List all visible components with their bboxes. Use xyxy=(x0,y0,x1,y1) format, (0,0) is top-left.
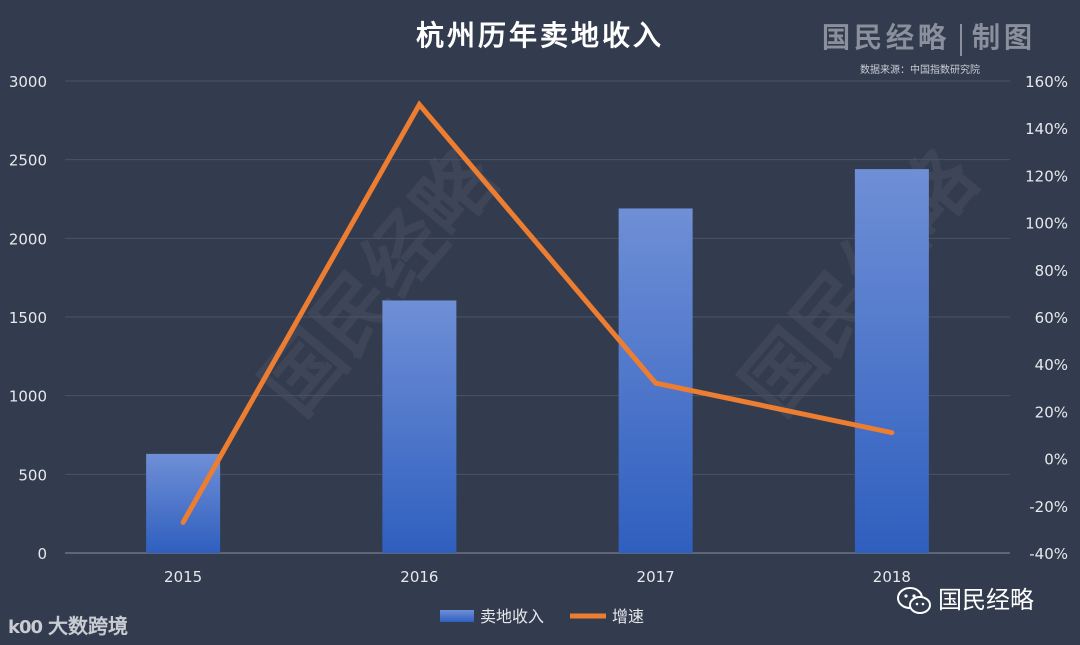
legend-label-bar: 卖地收入 xyxy=(480,607,544,626)
y-left-tick-label: 1500 xyxy=(9,309,47,327)
y-left-tick-label: 500 xyxy=(18,466,47,484)
growth-line xyxy=(180,100,895,525)
y-right-tick-label: 20% xyxy=(1035,403,1068,421)
y-right-tick-label: -40% xyxy=(1029,545,1068,563)
x-tick-label: 2015 xyxy=(164,568,202,586)
y-right-tick-label: 120% xyxy=(1025,167,1068,185)
bar-2015 xyxy=(146,453,221,553)
legend-label-line: 增速 xyxy=(612,607,644,626)
y-left-tick-label: 0 xyxy=(37,545,47,563)
y-left-tick-label: 3000 xyxy=(9,73,47,91)
k00-logo: k00 xyxy=(8,617,43,638)
y-right-tick-label: 100% xyxy=(1025,215,1068,233)
legend-swatch-bar xyxy=(440,610,474,622)
y-right-tick-label: 160% xyxy=(1025,73,1068,91)
footer-left-text: 大数跨境 xyxy=(48,614,129,638)
brand-mark: 国民经略 制图 xyxy=(822,16,1036,56)
y-right-tick-label: 60% xyxy=(1035,309,1068,327)
y-right-tick-label: 40% xyxy=(1035,356,1068,374)
brand-left: 国民经略 xyxy=(822,21,951,54)
brand-right: 制图 xyxy=(972,21,1037,54)
legend: 卖地收入 增速 xyxy=(440,607,644,626)
axes-layer: 0 500 1000 1500 2000 2500 3000 -40% -20% 0% 20% 40%… xyxy=(9,73,1068,586)
footer-right-brand: 国民经略 xyxy=(896,580,1034,617)
x-tick-label: 2018 xyxy=(873,568,911,586)
bar-2016 xyxy=(382,300,457,553)
y-right-tick-label: 80% xyxy=(1035,262,1068,280)
y-right-tick-label: -20% xyxy=(1029,498,1068,516)
footer-right-text: 国民经略 xyxy=(938,586,1034,614)
brand-divider xyxy=(960,23,963,56)
y-left-tick-label: 2500 xyxy=(9,152,47,170)
y-left-tick-label: 2000 xyxy=(9,230,47,248)
data-source: 数据来源：中国指数研究院 xyxy=(860,65,980,76)
y-left-tick-label: 1000 xyxy=(9,388,47,406)
chart-title: 杭州历年卖地收入 xyxy=(415,19,664,52)
bar-2018 xyxy=(854,169,929,553)
y-right-tick-label: 140% xyxy=(1025,120,1068,138)
y-right-tick-label: 0% xyxy=(1044,451,1068,469)
wechat-icon xyxy=(897,587,931,614)
line-series xyxy=(180,100,895,525)
grid-layer xyxy=(65,80,1010,554)
footer-left-brand: k00 大数跨境 xyxy=(8,610,128,639)
x-tick-label: 2016 xyxy=(400,568,438,586)
x-tick-label: 2017 xyxy=(637,568,675,586)
